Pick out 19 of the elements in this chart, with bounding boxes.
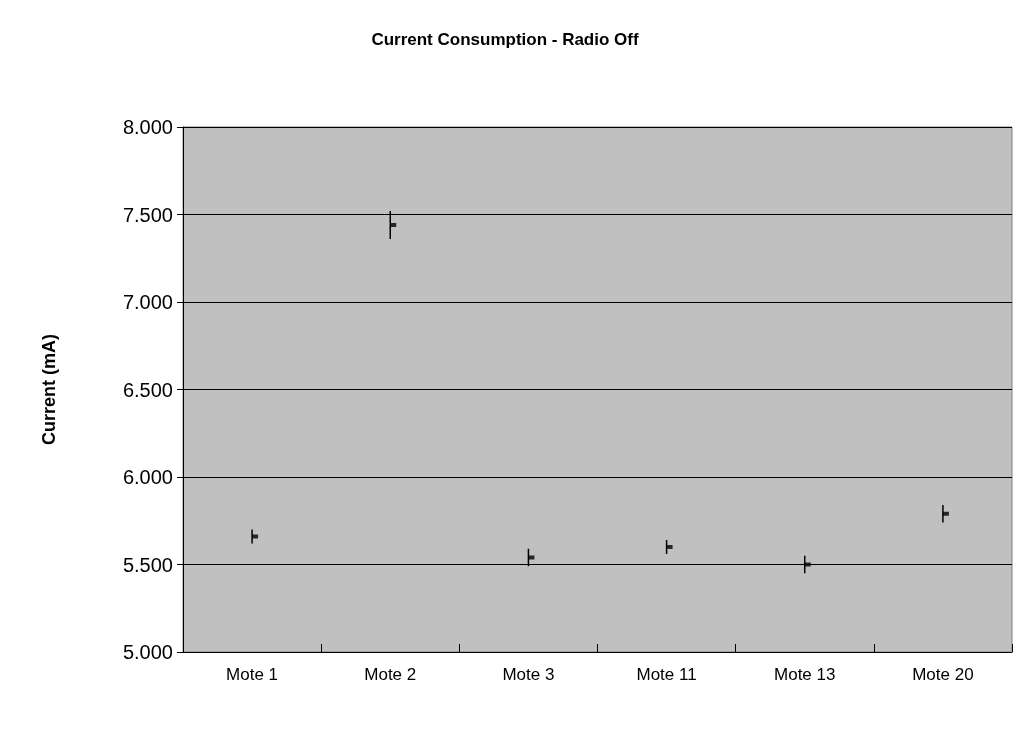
x-tick-label: Mote 2: [364, 665, 417, 684]
y-tick-label: 6.500: [122, 378, 173, 401]
y-tick-label: 8.000: [122, 116, 173, 138]
x-tick-label: Mote 20: [912, 665, 974, 684]
y-tick-label: 5.000: [122, 641, 173, 663]
chart-title: Current Consumption - Radio Off: [371, 30, 639, 49]
point: [942, 511, 949, 516]
point: [528, 555, 535, 560]
point: [252, 534, 259, 539]
y-axis-title: Current (mA): [39, 334, 59, 445]
y-tick-label: 5.500: [122, 553, 173, 576]
point: [804, 562, 811, 567]
x-tick-label: Mote 11: [636, 665, 697, 684]
x-tick-label: Mote 3: [502, 665, 555, 684]
x-tick-label: Mote 1: [226, 665, 279, 684]
y-tick-label: 6.000: [122, 466, 173, 488]
y-tick-label: 7.000: [122, 291, 173, 313]
y-tick-label: 7.500: [122, 203, 173, 226]
x-tick-label: Mote 13: [774, 665, 836, 684]
